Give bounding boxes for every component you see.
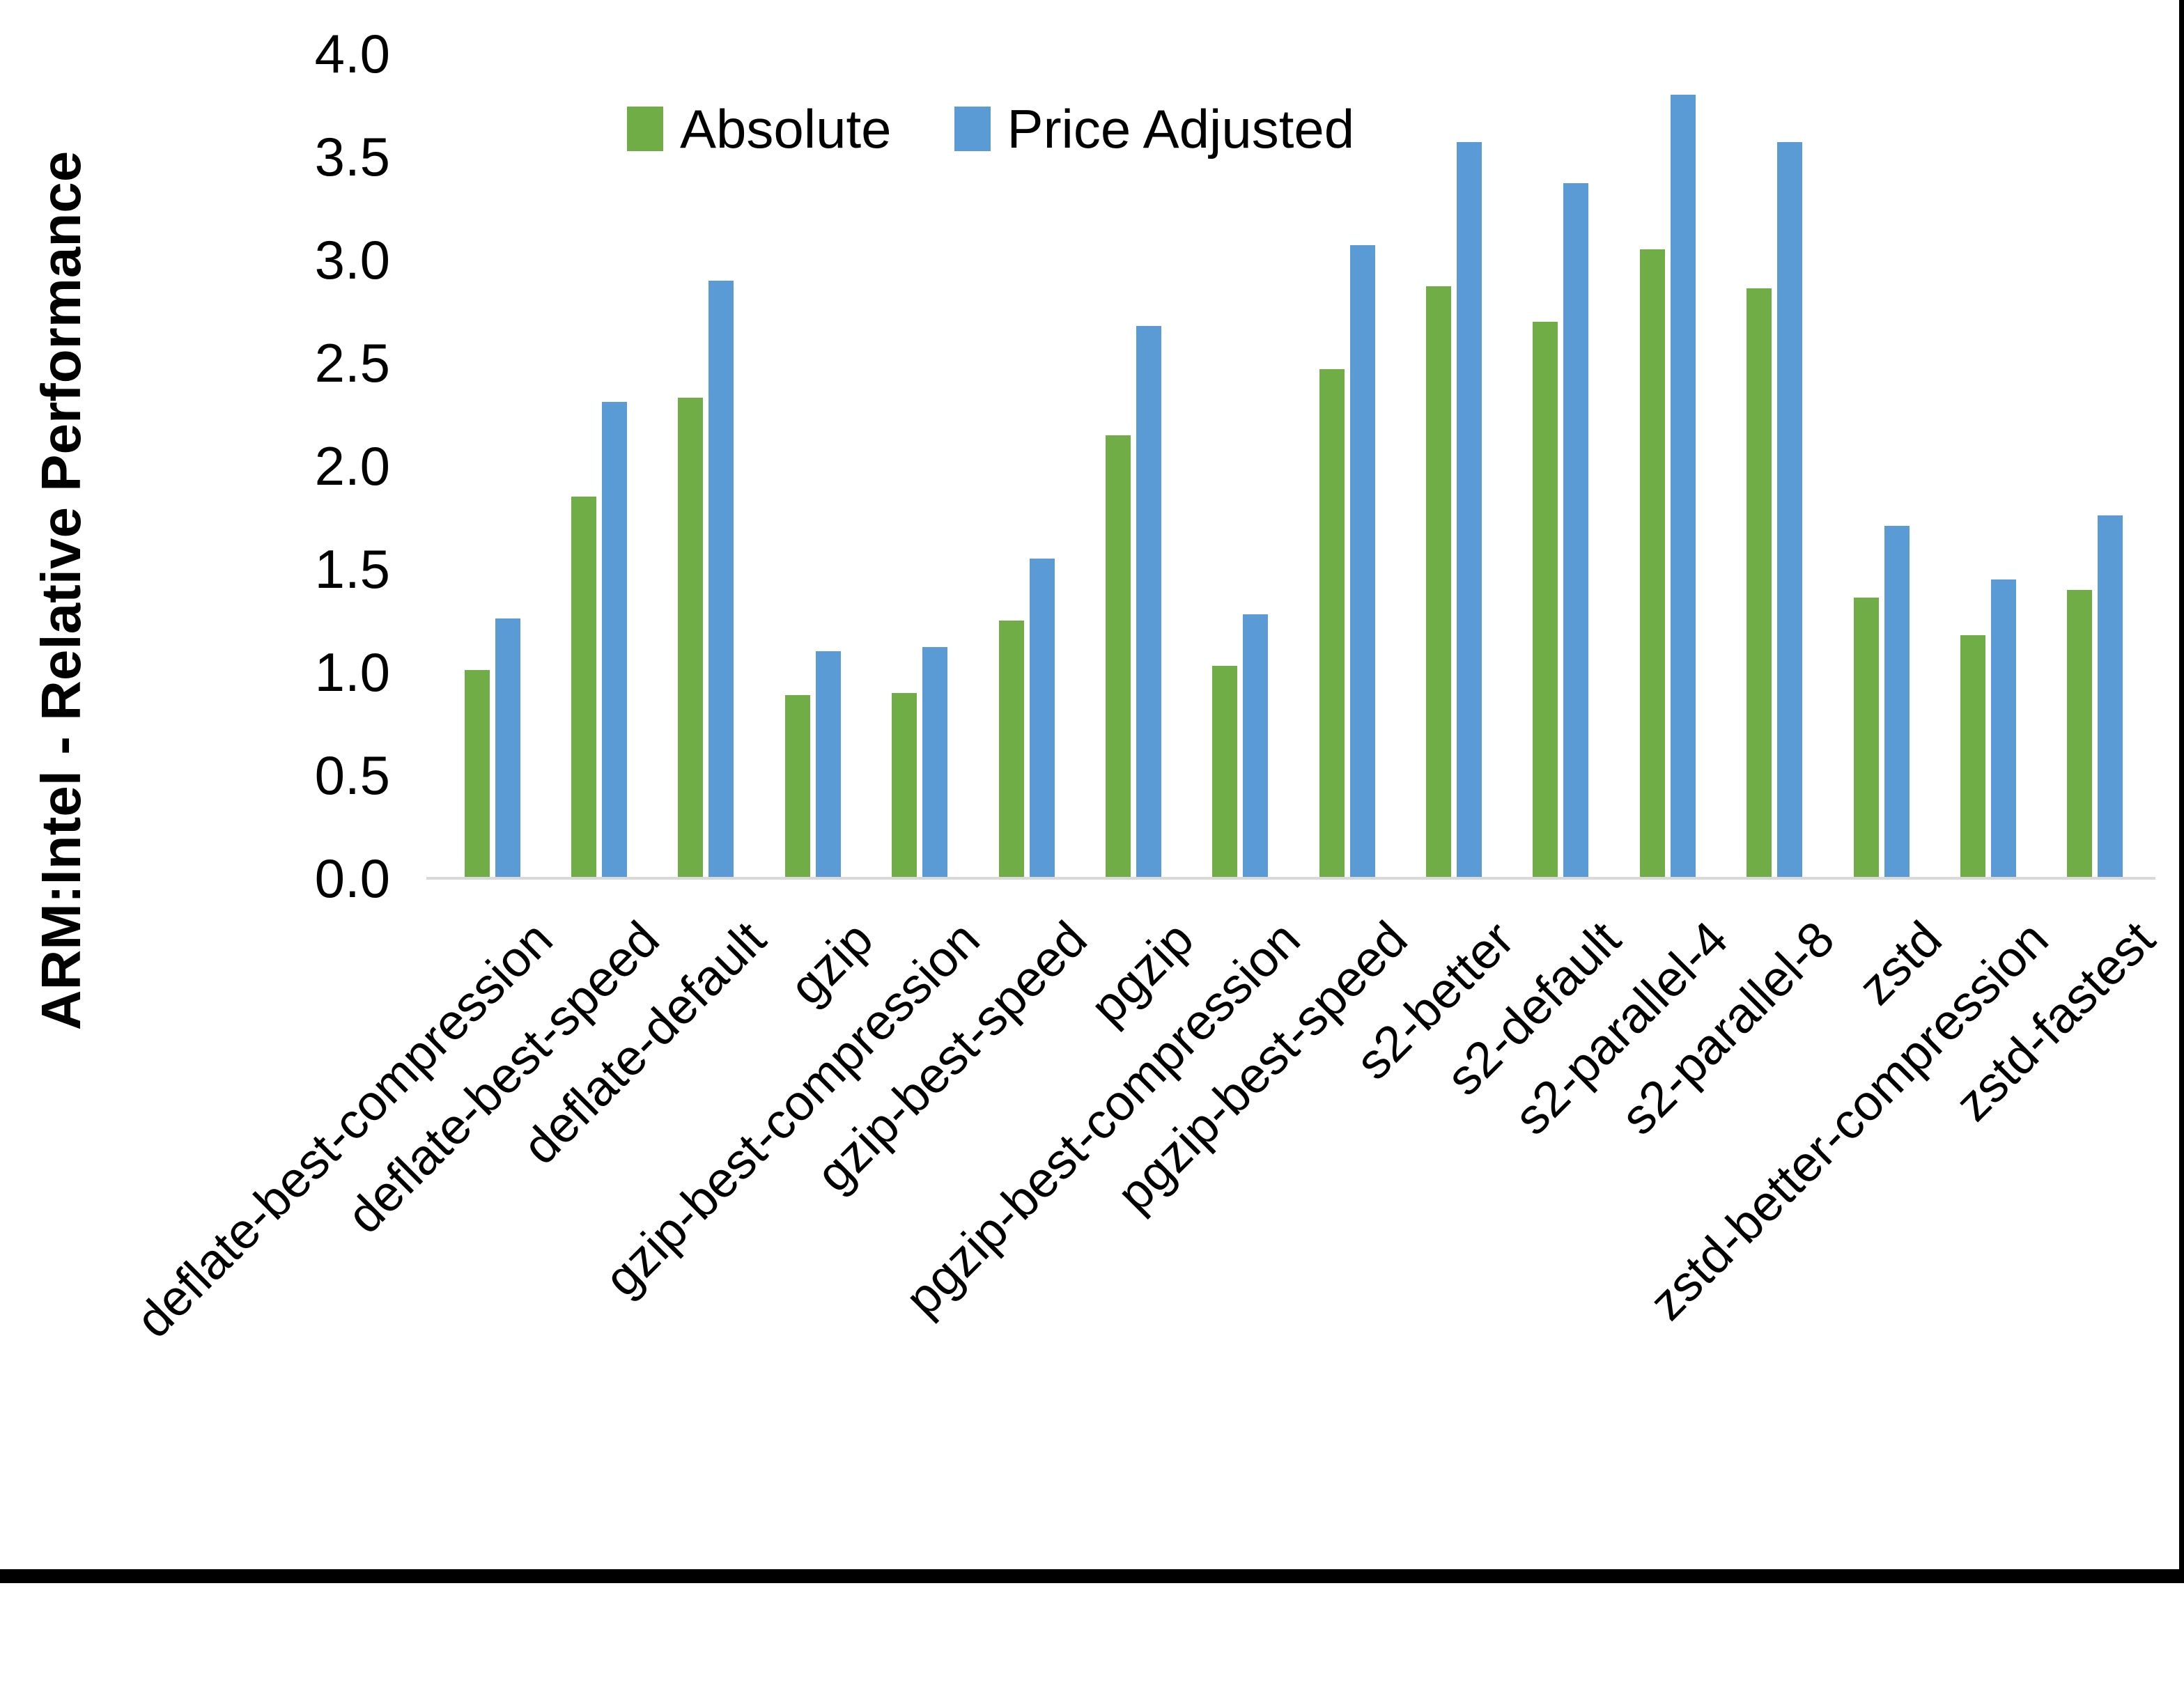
bar-absolute-pgzip-best-compression — [1212, 666, 1238, 878]
y-tick-label: 3.5 — [314, 126, 390, 187]
bar-price-adjusted-deflate-best-speed — [602, 402, 628, 878]
bar-price-adjusted-s2-parallel-8 — [1777, 142, 1803, 878]
bar-price-adjusted-s2-better — [1457, 142, 1482, 878]
bar-absolute-zstd-better-compression — [1960, 635, 1985, 878]
y-tick-label: 0.0 — [314, 848, 390, 909]
bar-price-adjusted-s2-default — [1563, 183, 1589, 878]
bar-price-adjusted-gzip — [815, 651, 841, 878]
bar-absolute-gzip-best-speed — [998, 621, 1024, 878]
bar-price-adjusted-s2-parallel-4 — [1670, 95, 1696, 878]
legend-label-absolute: Absolute — [680, 98, 892, 159]
y-tick-label: 2.0 — [314, 435, 390, 497]
bar-absolute-deflate-default — [678, 398, 704, 878]
bar-absolute-s2-parallel-4 — [1639, 249, 1665, 878]
bar-absolute-s2-default — [1533, 321, 1558, 878]
legend-swatch-price-adjusted — [954, 107, 991, 151]
bar-absolute-zstd-fastest — [2067, 589, 2093, 878]
bar-absolute-s2-better — [1426, 286, 1452, 878]
legend-item-price-adjusted: Price Adjusted — [954, 98, 1355, 161]
y-tick-label: 2.5 — [314, 332, 390, 394]
legend: Absolute Price Adjusted — [627, 98, 1354, 160]
bottom-border — [0, 1569, 2184, 1583]
y-tick-label: 1.0 — [314, 641, 390, 703]
bar-price-adjusted-gzip-best-compression — [922, 647, 948, 878]
legend-swatch-absolute — [627, 107, 663, 151]
bar-price-adjusted-pgzip-best-compression — [1243, 614, 1269, 878]
legend-item-absolute: Absolute — [627, 98, 892, 161]
y-tick-label: 3.0 — [314, 229, 390, 290]
x-axis-line — [426, 877, 2155, 880]
bar-absolute-deflate-best-compression — [464, 670, 490, 878]
bar-price-adjusted-gzip-best-speed — [1029, 559, 1055, 878]
y-tick-label: 0.5 — [314, 745, 390, 806]
chart-canvas: ARM:Intel - Relative Performance Absolut… — [0, 0, 2184, 1583]
bar-absolute-deflate-best-speed — [571, 497, 597, 878]
y-axis-title: ARM:Intel - Relative Performance — [30, 150, 92, 1031]
bar-price-adjusted-deflate-default — [708, 280, 734, 878]
bar-absolute-s2-parallel-8 — [1747, 288, 1772, 878]
bar-price-adjusted-zstd-fastest — [2098, 515, 2123, 878]
bar-absolute-pgzip — [1105, 435, 1131, 878]
bar-price-adjusted-deflate-best-compression — [495, 618, 520, 878]
bar-price-adjusted-zstd-better-compression — [1990, 579, 2016, 878]
legend-label-price-adjusted: Price Adjusted — [1007, 98, 1355, 159]
bar-absolute-gzip-best-compression — [892, 692, 917, 878]
bar-absolute-gzip — [784, 694, 810, 878]
bar-price-adjusted-pgzip-best-speed — [1349, 245, 1375, 878]
y-tick-label: 4.0 — [314, 23, 390, 84]
bar-price-adjusted-zstd — [1884, 525, 1910, 878]
bar-price-adjusted-pgzip — [1136, 325, 1161, 878]
bar-absolute-zstd — [1853, 598, 1879, 878]
right-border — [2179, 0, 2184, 1583]
bar-absolute-pgzip-best-speed — [1319, 368, 1345, 878]
y-tick-label: 1.5 — [314, 538, 390, 600]
